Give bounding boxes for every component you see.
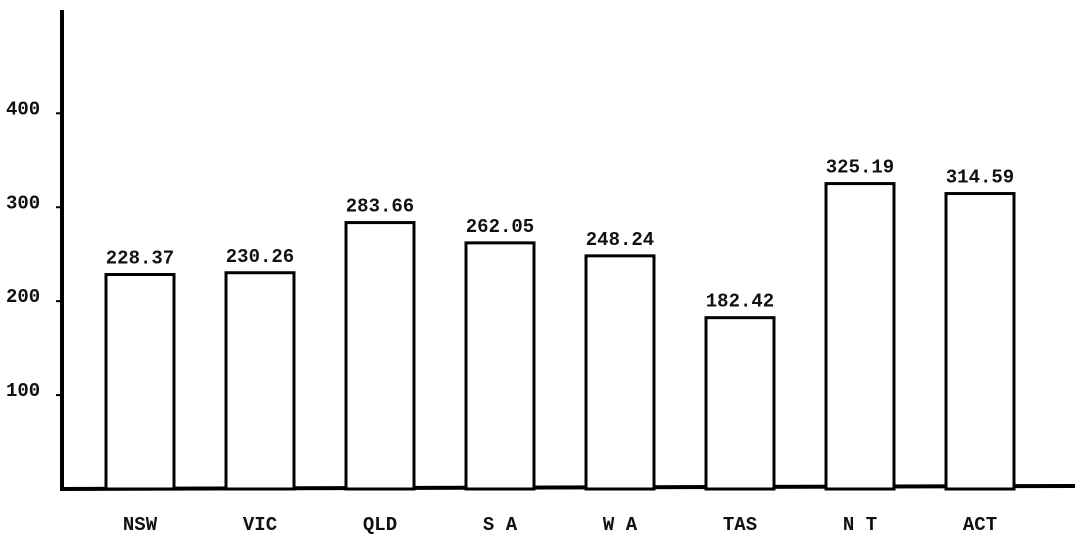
- value-label: 248.24: [586, 229, 654, 251]
- y-tick-label: 400: [6, 98, 40, 120]
- x-tick-label: W A: [603, 514, 638, 536]
- value-label: 325.19: [826, 157, 894, 179]
- y-tick-label: 300: [6, 192, 40, 214]
- bar: [824, 182, 896, 491]
- x-tick-label: N T: [843, 514, 877, 536]
- bar: [464, 241, 536, 491]
- value-label: 314.59: [946, 167, 1014, 189]
- value-label: 283.66: [346, 196, 414, 218]
- x-tick-label: ACT: [963, 514, 997, 536]
- bar: [944, 192, 1016, 491]
- x-tick-label: QLD: [363, 514, 397, 536]
- x-tick-label: TAS: [723, 514, 757, 536]
- x-tick-label: NSW: [123, 514, 158, 536]
- value-label: 230.26: [226, 246, 294, 268]
- y-tick-label: 200: [6, 286, 40, 308]
- value-label: 262.05: [466, 216, 534, 238]
- bar: [344, 221, 416, 491]
- bar: [104, 273, 176, 491]
- bar: [584, 254, 656, 491]
- bar: [224, 271, 296, 491]
- value-label: 182.42: [706, 291, 774, 313]
- x-axis: [59, 484, 1076, 491]
- x-tick-label: S A: [483, 514, 518, 536]
- bar: [704, 316, 776, 491]
- value-label: 228.37: [106, 248, 174, 270]
- y-tick-label: 100: [6, 380, 40, 402]
- x-tick-label: VIC: [243, 514, 277, 536]
